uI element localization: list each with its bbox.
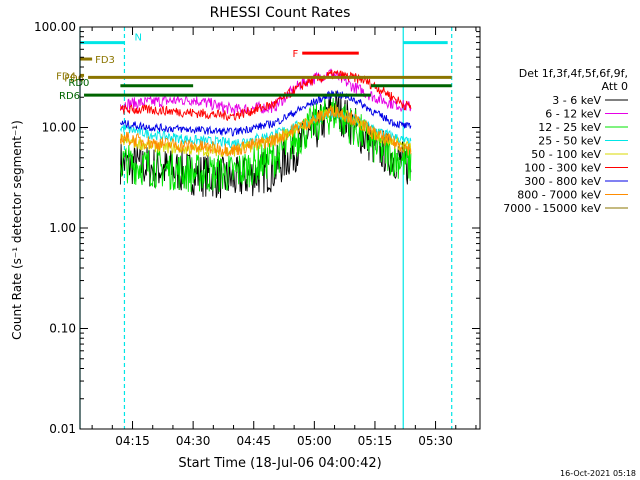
series-line-6 [119,89,412,137]
chart-title: RHESSI Count Rates [210,5,351,21]
series-line-1 [119,68,412,116]
axes-layer: 0.01 0.10 1.00 10.00 100.00 04:15 04:30 04:45 05… [34,20,480,448]
state-bar-label: RD0 [68,78,89,89]
state-bar-label: RD6 [59,91,80,102]
y-tick-label: 0.10 [49,322,76,336]
series-line-7 [119,104,412,157]
x-tick-label: 04:15 [115,434,150,448]
timestamp: 16-Oct-2021 05:18 [560,469,636,478]
x-tick-label: 05:30 [418,434,453,448]
state-bar-label: FD6 [64,73,84,84]
state-bar-label: FD4 [56,71,76,82]
x-tick-label: 05:00 [297,434,332,448]
state-bar-label: FD3 [95,55,115,66]
x-tick-label: 04:45 [236,434,271,448]
x-tick-label: 05:15 [358,434,393,448]
state-bar-label: F [292,49,298,60]
legend-entry-label: 800 - 7000 keV [517,189,601,202]
y-tick-label: 100.00 [34,20,76,34]
legend-entry-label: 100 - 300 keV [524,162,601,175]
y-tick-label: 1.00 [49,221,76,235]
y-axis-label: Count Rate (s⁻¹ detector segment⁻¹) [10,120,24,340]
state-bar-label: N [134,33,141,44]
series-line-2 [119,97,412,192]
legend-entry-label: 300 - 800 keV [524,175,601,188]
legend-entry-label: 50 - 100 keV [531,148,601,161]
y-tick-label: 0.01 [49,422,76,436]
legend-entry-label: 7000 - 15000 keV [503,202,601,215]
legend-header: Det 1f,3f,4f,5f,6f,9f, [519,67,628,80]
x-tick-label: 04:30 [176,434,211,448]
legend-entry-label: 25 - 50 keV [538,135,601,148]
legend-entry-label: 12 - 25 keV [538,121,601,134]
x-axis-label: Start Time (18-Jul-06 04:00:42) [178,456,381,471]
legend-header: Att 0 [602,80,628,93]
legend-entry-label: 3 - 6 keV [552,94,601,107]
y-tick-label: 10.00 [42,121,76,135]
legend-entry-label: 6 - 12 keV [545,108,601,121]
